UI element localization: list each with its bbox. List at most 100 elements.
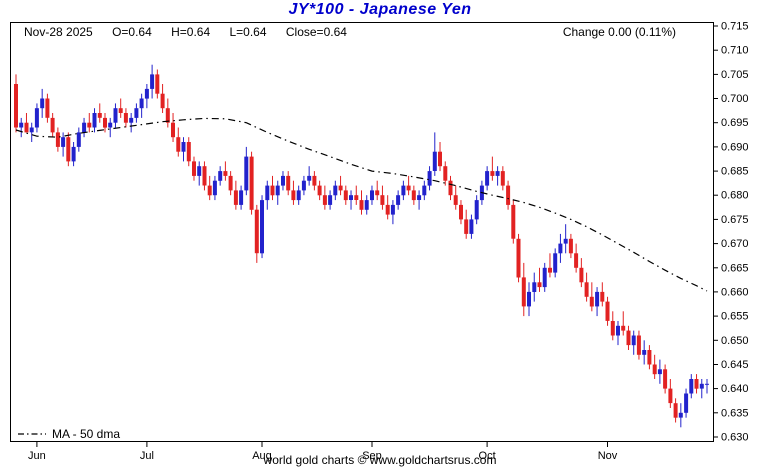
candle-body [82, 122, 87, 133]
x-axis-label: Aug [252, 450, 272, 462]
y-axis-label: 0.670 [721, 238, 749, 250]
candle-body [427, 171, 432, 186]
candle-body [621, 325, 626, 331]
candle-body [396, 195, 401, 205]
candle-body [291, 190, 296, 201]
candle-body [417, 195, 422, 200]
candle-body [438, 151, 442, 167]
y-axis-label: 0.690 [721, 141, 749, 153]
candle-body [579, 267, 584, 283]
candle-body [129, 117, 134, 123]
candle-body [385, 204, 390, 215]
candle-body [595, 291, 600, 307]
candle-body [495, 171, 500, 176]
candle-body [176, 137, 181, 152]
candle-body [144, 88, 149, 99]
candle-body [411, 190, 416, 201]
candle-body [317, 185, 322, 196]
candle-body [689, 379, 694, 394]
candle-body [228, 175, 233, 191]
y-axis-label: 0.695 [721, 117, 749, 129]
candle-body [97, 113, 102, 118]
candle-body [192, 161, 196, 176]
candle-body [349, 195, 353, 200]
candle-body [29, 127, 34, 133]
candle-body [139, 98, 144, 109]
y-axis-label: 0.680 [721, 190, 749, 202]
candle-body [516, 238, 521, 278]
candle-body [328, 195, 333, 205]
quote-high: H=0.64 [171, 25, 211, 39]
plot-border [10, 22, 714, 442]
candle-body [574, 253, 579, 268]
candle-body [61, 137, 66, 147]
candle-body [668, 388, 673, 404]
candle-body [589, 296, 594, 307]
candle-body [453, 195, 458, 205]
candle-body [275, 185, 280, 196]
candle-body [171, 122, 175, 138]
ma50-line [15, 117, 708, 292]
candle-body [647, 350, 652, 365]
candle-body [249, 156, 254, 210]
candle-body [401, 185, 406, 196]
candle-body [532, 282, 537, 292]
candle-body [584, 282, 589, 297]
candle-body [605, 301, 610, 321]
candle-body [537, 282, 542, 288]
candle-body [459, 204, 463, 220]
candle-body [370, 190, 374, 201]
candle-body [657, 369, 662, 375]
candle-body [270, 185, 275, 196]
y-axis-label: 0.640 [721, 383, 749, 395]
candle-body [678, 412, 683, 418]
candle-body [40, 98, 45, 109]
candle-body [71, 146, 76, 162]
quote-change: Change 0.00 (0.11%) [562, 25, 676, 39]
candle-body [616, 325, 620, 336]
candle-body [506, 185, 511, 205]
candle-body [155, 74, 160, 94]
candle-body [338, 185, 343, 191]
quote-date: Nov-28 2025 [24, 25, 93, 39]
legend-ma-label: MA - 50 dma [52, 427, 121, 441]
quote-close: Close=0.64 [285, 25, 347, 39]
candle-body [281, 175, 285, 186]
candle-body [123, 113, 128, 123]
x-axis-label: Nov [598, 450, 618, 462]
quote-low: L=0.64 [229, 25, 267, 39]
candle-body [165, 108, 170, 123]
candle-body [553, 253, 558, 273]
credit-line: world gold charts © www.goldchartsrus.co… [263, 453, 497, 467]
candle-body [563, 238, 568, 244]
candle-body [521, 277, 526, 307]
candle-body [474, 200, 479, 220]
candle-body [448, 180, 453, 196]
candle-body [490, 171, 495, 176]
candle-body [134, 108, 139, 118]
candle-body [301, 180, 306, 191]
quote-open: O=0.64 [112, 25, 152, 39]
candle-body [558, 243, 563, 254]
candle-body [375, 190, 380, 196]
candle-body [212, 180, 217, 196]
y-axis-label: 0.705 [721, 69, 749, 81]
candle-body [260, 200, 264, 254]
candle-body [118, 108, 123, 113]
candle-body [218, 171, 223, 181]
candle-body [636, 335, 641, 355]
legend-ma: MA - 50 dma [14, 427, 124, 441]
candle-body [485, 171, 490, 186]
y-axis-label: 0.665 [721, 262, 749, 274]
candle-body [663, 369, 668, 389]
candle-body [34, 108, 39, 128]
candle-body [642, 350, 647, 355]
candle-body [55, 132, 60, 147]
y-axis-label: 0.700 [721, 93, 749, 105]
y-axis-label: 0.635 [721, 407, 749, 419]
y-axis-label: 0.710 [721, 45, 749, 57]
candle-body [443, 166, 448, 181]
candle-body [322, 195, 327, 205]
